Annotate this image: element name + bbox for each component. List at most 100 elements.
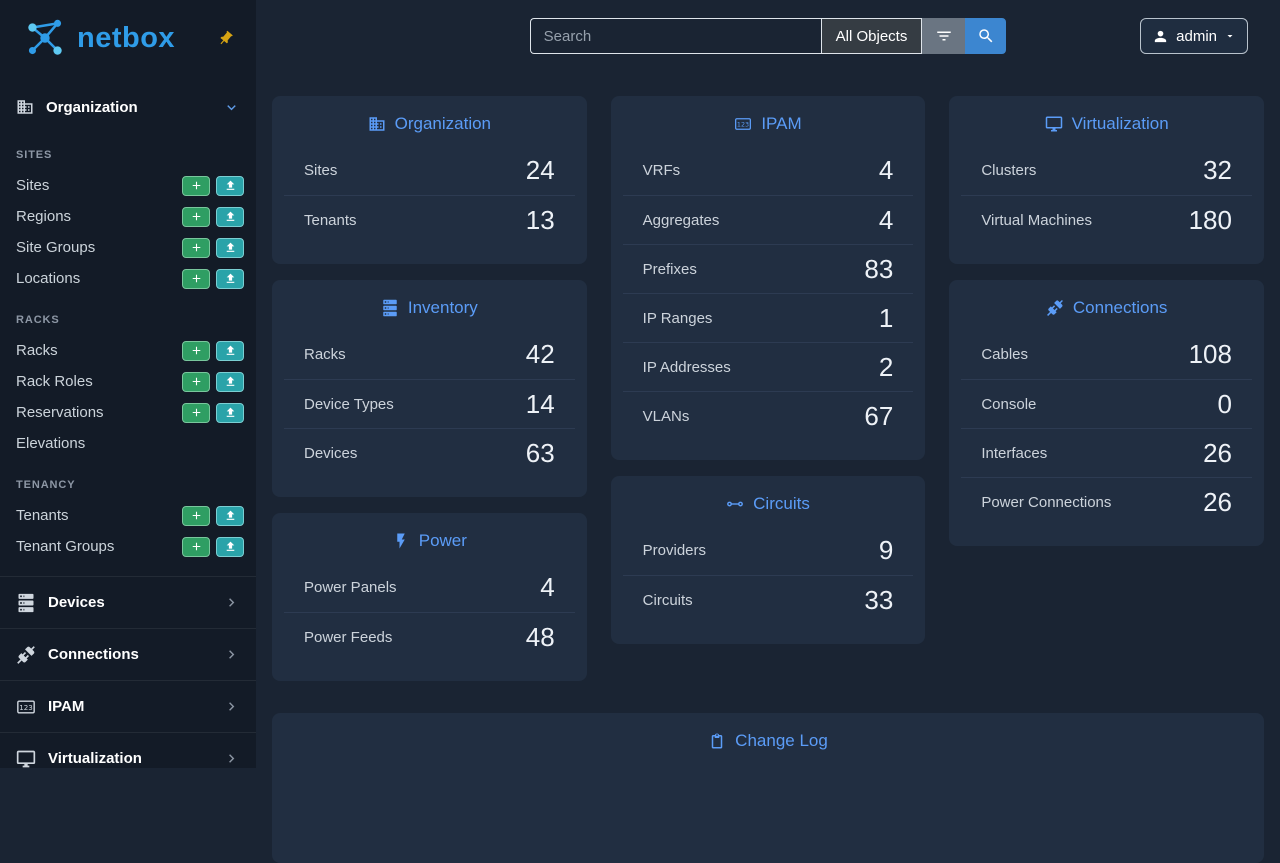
import-button[interactable] (216, 175, 244, 196)
sidebar-item-connections[interactable]: Connections (0, 628, 256, 680)
stat-row-vrfs: VRFs 4 (623, 146, 914, 195)
sidebar-section-title: RACKS (16, 314, 60, 326)
card-connections: Connections Cables 108 Console 0 Interfaces 26… (949, 280, 1264, 546)
sidebar-item-ipam[interactable]: 123 IPAM (0, 680, 256, 732)
upload-icon (224, 179, 237, 192)
stat-row-sites: Sites 24 (284, 146, 575, 195)
stat-value[interactable]: 42 (525, 339, 555, 369)
add-button[interactable] (182, 340, 210, 361)
stat-value[interactable]: 14 (525, 388, 555, 419)
stat-label: Power Panels (304, 579, 397, 596)
sidebar-section-title: SITES (16, 149, 53, 161)
stat-value[interactable]: 180 (1188, 204, 1232, 235)
stat-value[interactable]: 32 (1203, 155, 1232, 185)
import-button[interactable] (216, 340, 244, 361)
stat-value[interactable]: 9 (878, 535, 894, 565)
search-submit-button[interactable] (965, 18, 1007, 54)
sidebar-item-sites[interactable]: Sites (0, 170, 256, 201)
stat-row-prefixes: Prefixes 83 (622, 244, 914, 293)
import-button[interactable] (216, 505, 244, 526)
stat-value[interactable]: 4 (878, 155, 894, 185)
netbox-logo[interactable]: netbox (22, 15, 175, 61)
counter-icon: 123 (734, 115, 752, 133)
stat-label: Providers (642, 542, 707, 559)
sidebar-sections: SITES Sites Regions Site Groups Locations RAC… (0, 129, 256, 562)
stat-value[interactable]: 0 (1217, 388, 1232, 419)
import-button[interactable] (216, 237, 244, 258)
stat-label: Power Feeds (304, 628, 393, 646)
card-title: 123 IPAM (623, 102, 914, 146)
upload-icon (224, 509, 237, 522)
chevron-right-icon (223, 646, 240, 663)
stat-value[interactable]: 13 (525, 204, 555, 235)
search-input[interactable] (529, 18, 821, 54)
item-actions (182, 505, 244, 526)
filter-button[interactable] (922, 18, 966, 54)
stat-row-ip-ranges: IP Ranges 1 (622, 293, 914, 342)
add-button[interactable] (182, 206, 210, 227)
stat-value[interactable]: 1 (878, 302, 894, 333)
import-button[interactable] (216, 536, 244, 557)
import-button[interactable] (216, 268, 244, 289)
search-bar: All Objects (529, 18, 1007, 54)
stat-label: IP Ranges (642, 309, 713, 327)
stat-value[interactable]: 83 (864, 253, 894, 284)
sidebar-item-devices[interactable]: Devices (0, 576, 256, 628)
stat-value[interactable]: 26 (1203, 486, 1232, 517)
sidebar-item-tenant-groups[interactable]: Tenant Groups (0, 531, 256, 562)
sidebar-item-label: Virtualization (48, 750, 142, 767)
stat-value[interactable]: 4 (540, 572, 555, 602)
stat-row-ip-addresses: IP Addresses 2 (622, 342, 914, 391)
import-button[interactable] (216, 206, 244, 227)
stat-row-devices: Devices 63 (284, 428, 575, 477)
add-button[interactable] (182, 175, 210, 196)
sidebar-item-tenants[interactable]: Tenants (0, 500, 256, 531)
sidebar-item-label: Locations (16, 270, 81, 287)
sidebar-item-locations[interactable]: Locations (0, 263, 256, 294)
add-button[interactable] (182, 237, 210, 258)
add-button[interactable] (182, 268, 210, 289)
sidebar-item-regions[interactable]: Regions (0, 201, 256, 232)
sidebar-item-site-groups[interactable]: Site Groups (0, 232, 256, 263)
pin-menu-button[interactable] (213, 26, 238, 51)
card-virtualization: Virtualization Clusters 32 Virtual Machines… (949, 96, 1264, 264)
add-button[interactable] (182, 505, 210, 526)
card-title-label: IPAM (761, 114, 802, 133)
sidebar-item-racks[interactable]: Racks (0, 335, 256, 366)
sidebar-groups: Devices Connections 123 IPAM Virtualization (0, 576, 256, 784)
stat-value[interactable]: 26 (1203, 437, 1232, 468)
stat-row-racks: Racks 42 (284, 330, 575, 379)
object-type-button[interactable]: All Objects (820, 18, 923, 54)
stat-label: Cables (981, 346, 1029, 363)
import-button[interactable] (216, 402, 244, 423)
sidebar-item-virtualization[interactable]: Virtualization (0, 732, 256, 784)
stat-value[interactable]: 2 (878, 351, 894, 382)
stat-value[interactable]: 4 (878, 204, 894, 235)
card-title-label: Organization (394, 114, 492, 133)
plus-icon (190, 179, 203, 192)
sidebar-item-organization[interactable]: Organization (0, 85, 256, 129)
sidebar-item-elevations[interactable]: Elevations (0, 428, 256, 459)
card-title: Power (284, 519, 575, 563)
stat-value[interactable]: 108 (1188, 339, 1232, 369)
upload-icon (224, 272, 237, 285)
plus-icon (190, 344, 203, 357)
add-button[interactable] (182, 536, 210, 557)
stat-label: Racks (304, 346, 346, 363)
import-button[interactable] (216, 371, 244, 392)
stat-row-power-connections: Power Connections 26 (961, 477, 1252, 526)
card-change-log: Change Log (272, 713, 1264, 863)
stat-value[interactable]: 67 (864, 400, 894, 431)
sidebar-item-rack-roles[interactable]: Rack Roles (0, 366, 256, 397)
sidebar-item-label: IPAM (48, 698, 85, 715)
sidebar-item-label: Site Groups (16, 239, 96, 256)
stat-value[interactable]: 48 (525, 621, 555, 652)
add-button[interactable] (182, 371, 210, 392)
stat-value[interactable]: 63 (525, 437, 555, 468)
chevron-right-icon (223, 750, 240, 767)
user-menu-button[interactable]: admin (1140, 18, 1248, 54)
add-button[interactable] (182, 402, 210, 423)
stat-value[interactable]: 33 (864, 584, 894, 615)
stat-value[interactable]: 24 (525, 155, 555, 185)
sidebar-item-reservations[interactable]: Reservations (0, 397, 256, 428)
